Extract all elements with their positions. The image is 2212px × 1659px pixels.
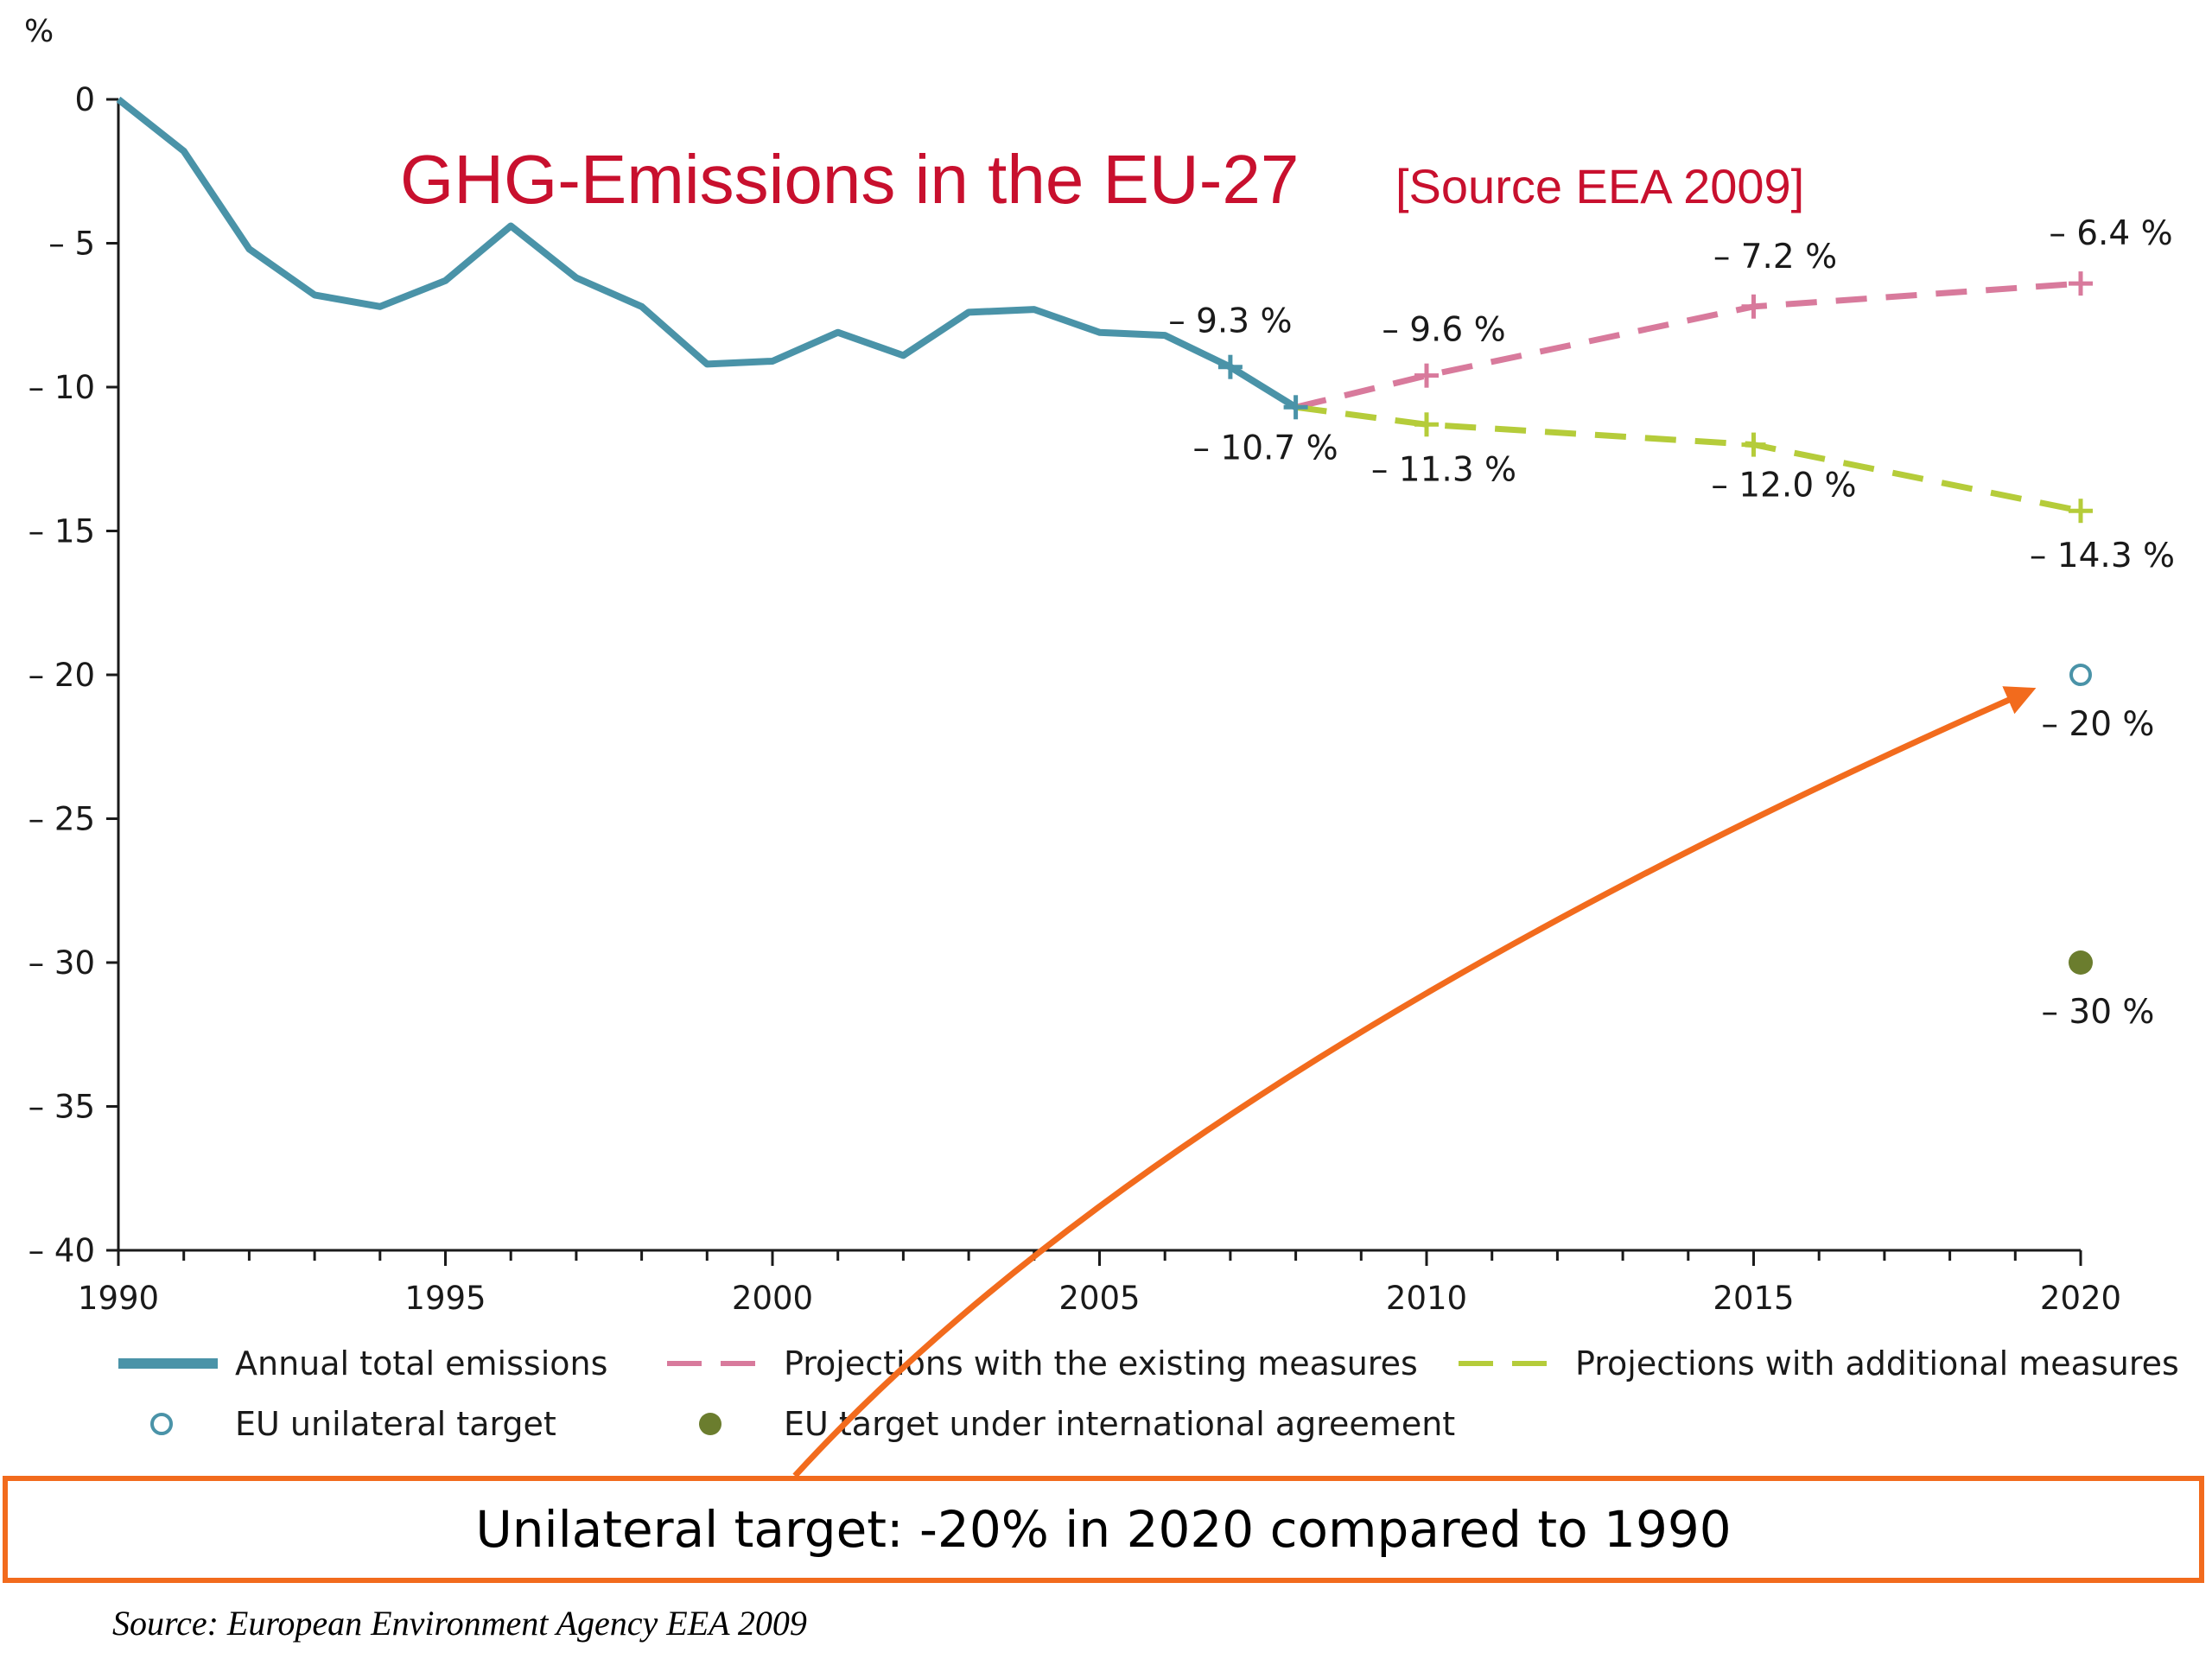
legend-label: EU unilateral target [235,1405,556,1443]
y-tick-label: – 40 [29,1232,95,1269]
data-label: – 9.6 % [1382,311,1505,350]
y-axis-unit-label: % [24,14,54,49]
legend-label: Projections with the existing measures [784,1344,1418,1382]
unilateral-target-marker [2069,664,2092,686]
unilateral-target-callout: Unilateral target: -20% in 2020 compared… [3,1476,2204,1583]
x-tick-label: 1995 [404,1280,486,1317]
y-tick-label: – 5 [48,226,95,263]
legend-label: EU target under international agreement [784,1405,1455,1443]
y-tick-label: – 30 [29,944,95,982]
chart-title: GHG-Emissions in the EU-27 [400,141,1299,218]
plus-marker [2069,499,2093,524]
international-target-marker [2069,950,2093,975]
data-label: – 12.0 % [1711,467,1856,505]
legend-item-1: Annual total emissions [118,1344,607,1382]
data-label: – 20 % [2042,705,2155,744]
legend-swatch-hollow [150,1413,173,1435]
legend-swatch-filled [699,1413,721,1435]
callout-text: Unilateral target: -20% in 2020 compared… [475,1500,1732,1559]
plus-marker [2069,271,2093,296]
x-tick-label: 1990 [78,1280,159,1317]
y-tick-label: – 25 [29,801,95,838]
legend: Annual total emissions Projections with t… [118,1344,2179,1443]
data-label: – 9.3 % [1168,302,1292,341]
series-line-3 [1295,404,2082,514]
y-tick-label: 0 [74,81,95,118]
plus-marker [1217,354,1243,379]
plus-marker [1741,432,1766,457]
plus-marker [1414,363,1439,388]
legend-item-3: Projections with additional measures [1459,1344,2179,1382]
data-labels: – 9.3 % – 10.7 % – 9.6 % – 11.3 % – 7.2 % – 1… [1168,214,2175,1032]
plus-marker [1741,294,1766,319]
x-tick-label: 2015 [1713,1280,1794,1317]
data-label: – 6.4 % [2049,214,2172,253]
data-label: – 11.3 % [1371,450,1516,489]
legend-item-5: EU target under international agreement [699,1405,1455,1443]
legend-label: Projections with additional measures [1575,1344,2179,1382]
series-layer [116,96,2093,975]
data-label: – 14.3 % [2030,537,2175,575]
x-tick-label: 2010 [1386,1280,1467,1317]
x-tick-label: 2005 [1058,1280,1140,1317]
data-label: – 10.7 % [1193,429,1338,467]
series-line-1 [116,96,1298,410]
y-tick-label: – 15 [29,513,95,550]
y-tick-label: – 20 [29,657,95,694]
x-tick-label: 2000 [732,1280,813,1317]
legend-item-2: Projections with the existing measures [667,1344,1418,1382]
legend-label: Annual total emissions [235,1344,607,1382]
chart-title-group: GHG-Emissions in the EU-27 [Source EEA 2… [400,141,1804,218]
series-line-2 [1294,280,2082,410]
chart-subtitle: [Source EEA 2009] [1395,159,1804,213]
y-tick-label: – 10 [29,369,95,406]
legend-item-4: EU unilateral target [150,1405,556,1443]
plus-marker [1414,412,1439,437]
source-note: Source: European Environment Agency EEA … [112,1604,807,1643]
data-label: – 7.2 % [1713,238,1837,276]
x-tick-label: 2020 [2040,1280,2121,1317]
plus-marker [1283,395,1308,420]
y-tick-label: – 35 [29,1089,95,1126]
data-label: – 30 % [2042,993,2155,1032]
